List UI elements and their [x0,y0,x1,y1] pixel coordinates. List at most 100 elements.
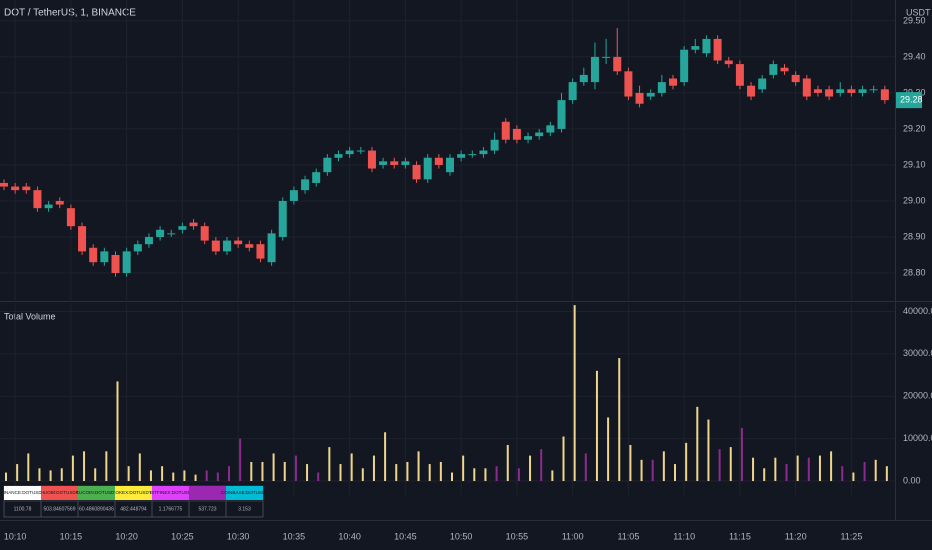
candle-body [490,139,499,151]
candle-body [245,244,254,248]
y-tick-label: 29.20 [903,123,926,133]
volume-bar [439,461,442,482]
x-tick-label: 11:25 [840,531,862,541]
volume-bar [763,468,766,482]
volume-bar [261,461,264,482]
candle-body [234,240,243,245]
y-tick-label: 10000.00 [903,433,932,443]
candle-body [858,89,867,93]
candle-body [446,157,454,173]
candle-body [323,157,332,173]
volume-bar [562,436,565,482]
volume-bar [16,464,19,482]
volume-bar [317,472,320,482]
volume-bar [361,468,364,482]
volume-bar [506,444,509,482]
y-tick-label: 20000.00 [903,391,932,401]
table-header: COINBASE:DOTUSDT [221,490,268,495]
y-tick-label: 29.10 [903,159,926,169]
candle-body [22,186,31,191]
volume-bar [5,472,7,482]
volume-bar [774,457,777,482]
y-tick-label: 29.50 [903,15,926,25]
volume-bar [595,370,598,482]
candle-body [836,89,845,93]
y-tick-label: 29.00 [903,195,926,205]
volume-bar [852,472,855,482]
table-header-cell [226,486,263,500]
last-price-box [896,92,922,109]
table-header: OKEX:DOTUSDT [115,490,151,495]
volume-bar [283,461,286,482]
volume-bar [740,428,743,482]
table-value: 1100.78 [14,506,32,512]
volume-bar [841,466,844,482]
candle-body [646,92,655,97]
table-header: HUOBI:DOTUSDT [40,490,78,495]
candle-body [11,186,20,191]
candle-body [524,136,533,140]
x-tick-label: 11:10 [673,531,695,541]
table-value: 3.153 [238,506,251,512]
volume-bar [785,464,788,482]
y-tick-label: 28.80 [903,267,926,277]
candle-body [334,154,343,158]
volume-bar [607,417,610,482]
candle-body [791,74,800,83]
y-tick-label: 28.90 [903,231,926,241]
volume-bar [38,468,41,482]
table-value-cell [225,500,264,518]
volume-bar [384,432,387,482]
volume-bar [149,470,152,482]
x-tick-label: 11:15 [729,531,751,541]
table-value: 60.4860890436 [79,506,114,512]
volume-bar [473,468,476,482]
candle-body [211,240,220,252]
candle-body [557,100,566,129]
volume-bar [863,461,866,482]
volume-bar [529,455,532,482]
volume-bar [49,470,52,482]
volume-bar [105,451,108,482]
candle-body [379,161,388,165]
volume-bar [350,453,353,482]
volume-bar [27,453,30,482]
table-value: 503.84607569 [44,506,76,512]
candle-body [691,46,700,50]
x-tick-label: 11:00 [562,531,584,541]
candle-body [657,82,666,93]
volume-bar [796,455,799,482]
candle-body [312,172,321,183]
volume-bar [406,461,409,482]
volume-bar [395,464,398,482]
volume-bar [216,472,219,482]
volume-bar [339,464,342,482]
candle-body [356,150,365,152]
table-header-cell [189,486,226,500]
x-tick-label: 11:20 [785,531,807,541]
volume-bar [674,464,676,482]
x-tick-label: 10:55 [506,531,529,541]
candle-body [535,132,544,137]
candle-body [613,56,622,72]
candle-body [256,244,265,259]
candle-body [802,78,811,97]
table-header-cell [78,486,115,500]
volume-bar [194,474,197,482]
candle-body [758,78,767,90]
volume-bar [651,459,654,482]
y-tick-label: 0.00 [903,475,921,485]
volume-bar [372,455,375,482]
currency-label: USDT [906,7,931,17]
candle-body [457,154,466,158]
candle-body [412,164,421,180]
volume-bar [239,438,242,482]
candle-body [825,89,834,97]
candle-body [669,78,677,86]
candle-body [367,150,376,169]
candle-body [680,49,689,83]
y-tick-label: 29.40 [903,51,926,61]
candle-body [167,233,176,235]
